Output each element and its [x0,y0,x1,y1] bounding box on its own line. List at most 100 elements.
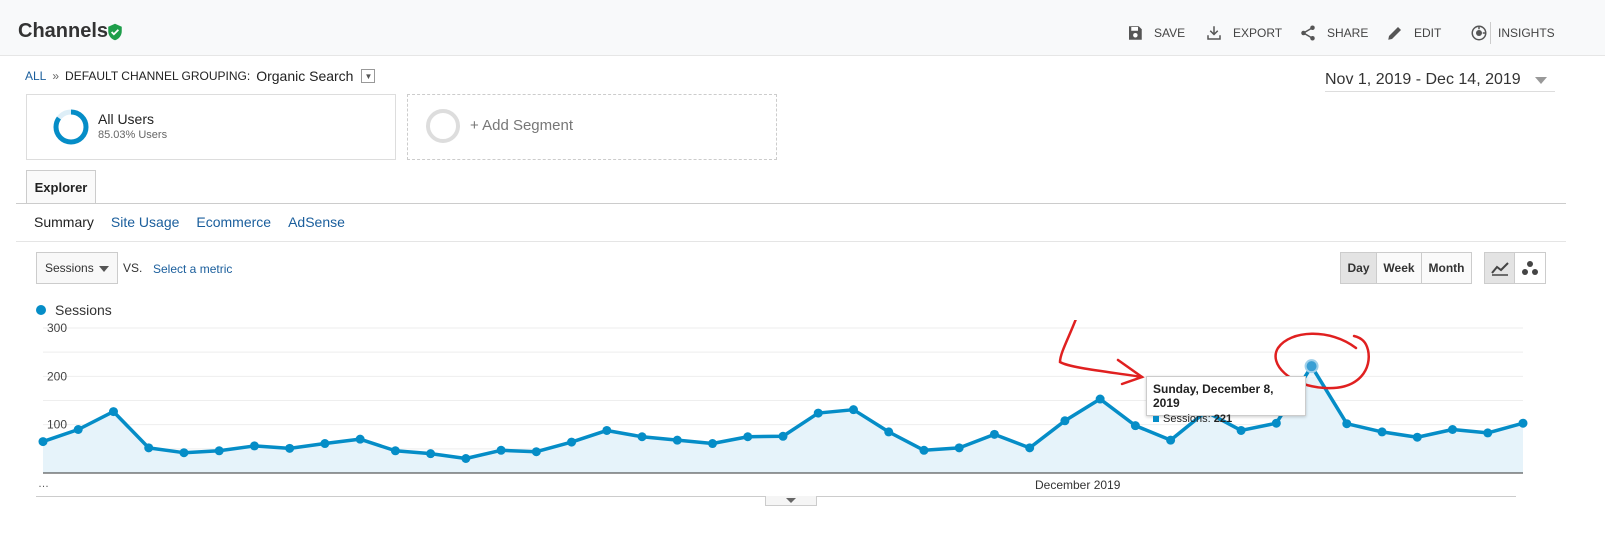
data-point [1236,425,1246,435]
chevron-down-icon[interactable]: ▼ [361,69,376,83]
subtab-site-usage[interactable]: Site Usage [110,214,180,230]
save-icon [1129,26,1142,40]
share-button[interactable]: SHARE [1299,22,1368,44]
breadcrumb-grouping-value: Organic Search [256,68,354,84]
export-label: EXPORT [1233,26,1283,40]
chart-type-toggle [1484,252,1546,284]
segment-all-users[interactable]: All Users 85.03% Users [26,94,396,160]
empty-ring-icon [426,109,460,143]
line-chart-button[interactable] [1485,253,1515,283]
edit-button[interactable]: EDIT [1386,22,1441,44]
tooltip-value: 221 [1213,413,1233,425]
data-point [1377,427,1387,437]
data-point [1060,416,1070,426]
edit-label: EDIT [1414,26,1442,40]
x-tick-label-start: … [38,478,49,490]
data-point [813,408,823,418]
subtab-ecommerce[interactable]: Ecommerce [196,214,272,230]
subtab-adsense[interactable]: AdSense [288,214,345,230]
data-point [1095,394,1105,404]
segment-subtitle: 85.03% Users [98,129,168,141]
data-point [778,431,788,441]
interval-day-button[interactable]: Day [1341,253,1376,283]
tooltip-date: Sunday, December 8, 2019 [1153,382,1274,410]
tooltip-swatch [1153,416,1159,422]
select-metric-link[interactable]: Select a metric [153,262,233,276]
data-point [1448,425,1458,434]
vs-label: VS. [123,261,143,275]
data-point [144,443,154,453]
y-tick-label: 200 [47,369,67,383]
data-point [179,448,189,458]
interval-month-button[interactable]: Month [1421,253,1471,283]
data-point [919,445,929,455]
page-title: Channels [18,20,109,42]
line-chart-icon [1490,262,1509,276]
report-header: Channels SAVE EXPORT SHARE EDIT INSIGHTS [0,0,1605,56]
share-icon [1301,25,1315,41]
metric-select-value: Sessions [45,261,94,275]
tooltip-row: Sessions: 221 [1153,413,1299,425]
data-point [989,429,999,439]
data-point [1271,418,1281,428]
data-point [214,446,224,456]
data-point [1166,435,1176,445]
interval-toggle: Day Week Month [1340,252,1472,284]
annotation-circle [1274,332,1370,390]
chevron-down-icon [786,498,796,503]
sessions-area [43,366,1523,473]
data-point [73,425,83,434]
interval-week-button[interactable]: Week [1376,253,1421,283]
save-label: SAVE [1154,26,1186,40]
insights-label: INSIGHTS [1498,26,1555,40]
data-point [1130,421,1140,431]
hovered-data-point [1304,359,1319,374]
y-tick-label: 100 [47,418,67,432]
data-point [637,432,647,442]
chevron-down-icon [99,266,109,272]
insights-button[interactable]: INSIGHTS [1470,22,1555,44]
data-point [1412,432,1422,442]
data-point [708,439,718,449]
data-point [320,439,330,449]
data-point [1518,418,1528,428]
segment-ring-icon [53,109,89,145]
motion-chart-button[interactable] [1515,253,1545,283]
data-point [496,445,506,455]
data-point [426,449,436,459]
toolbar-divider [1490,22,1491,44]
metric-select[interactable]: Sessions [36,252,118,284]
subtab-summary[interactable]: Summary [34,214,94,230]
data-point [672,435,682,445]
data-point [38,437,48,447]
breadcrumb-separator: » [52,69,60,83]
add-segment-label: + Add Segment [470,117,573,134]
data-point [461,454,471,463]
data-point [390,446,400,456]
data-point [848,405,858,415]
tab-explorer[interactable]: Explorer [26,170,96,204]
segment-title: All Users [98,111,155,127]
save-button[interactable]: SAVE [1126,22,1185,44]
data-point [249,441,259,451]
data-point [602,425,612,435]
data-point [1342,419,1352,429]
data-point [355,434,365,444]
add-segment-button[interactable]: + Add Segment [407,94,777,160]
date-range-picker[interactable]: Nov 1, 2019 - Dec 14, 2019 [1325,68,1555,92]
legend-label: Sessions [55,302,112,318]
pencil-icon [1388,27,1401,40]
timeline-scroll-handle[interactable] [765,496,817,506]
subtab-divider [16,241,1566,242]
legend-dot [36,305,46,315]
shield-check-icon [108,23,122,41]
share-label: SHARE [1327,26,1369,40]
data-point [1483,428,1493,438]
chevron-down-icon [1535,77,1547,84]
breadcrumb-grouping-label: DEFAULT CHANNEL GROUPING: [65,69,251,83]
sessions-chart: 300 200 100 [38,320,1528,474]
breadcrumb-all-link[interactable]: ALL [25,69,47,83]
export-button[interactable]: EXPORT [1205,22,1282,44]
subtab-bar: Summary Site Usage Ecommerce AdSense [34,214,345,230]
chart-tooltip: Sunday, December 8, 2019 Sessions: 221 [1146,376,1306,425]
